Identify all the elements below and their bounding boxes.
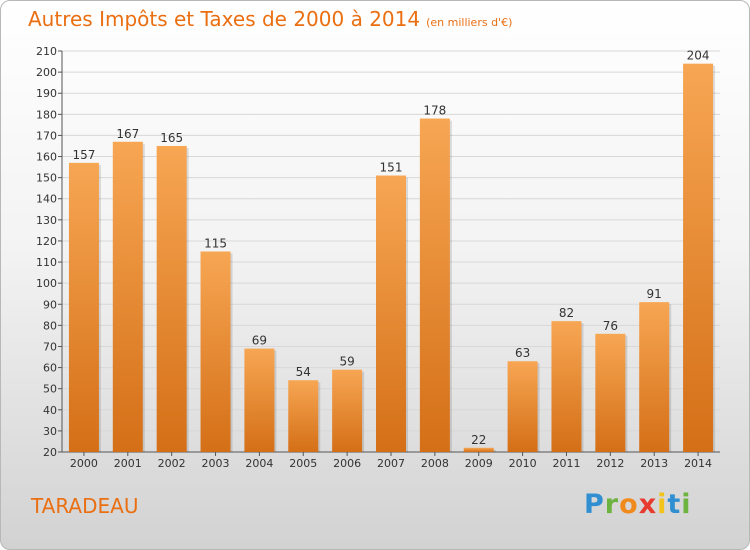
y-tick-label: 120 <box>36 235 57 248</box>
y-tick-label: 170 <box>36 129 57 142</box>
bar <box>200 251 231 452</box>
data-label: 167 <box>116 127 139 141</box>
bar <box>683 63 714 453</box>
data-label: 91 <box>647 287 662 301</box>
proxiti-logo: Proxiti <box>584 489 692 520</box>
bar <box>332 369 363 452</box>
data-label: 69 <box>252 334 267 348</box>
x-tick-label: 2004 <box>245 457 273 470</box>
x-tick-label: 2010 <box>509 457 537 470</box>
logo-letter: i <box>681 489 692 520</box>
y-tick-label: 190 <box>36 87 57 100</box>
data-labels: 157 167 165 115 69 54 59 151 178 22 63 82 76 91 204 <box>72 49 709 447</box>
bar <box>376 175 406 452</box>
data-label: 82 <box>559 306 574 320</box>
data-label: 115 <box>204 237 227 251</box>
chart-title: Autres Impôts et Taxes de 2000 à 2014 (en… <box>28 7 512 31</box>
y-tick-label: 150 <box>36 172 57 185</box>
x-tick-label: 2012 <box>596 457 624 470</box>
logo-letter: r <box>604 489 620 520</box>
y-tick-label: 130 <box>36 214 57 227</box>
y-tick-label: 30 <box>43 425 57 438</box>
x-tick-label: 2014 <box>684 457 712 470</box>
bar <box>112 141 143 452</box>
logo-letter: t <box>667 489 682 520</box>
y-tick-label: 100 <box>36 277 57 290</box>
data-label: 63 <box>515 346 530 360</box>
bar <box>244 348 275 452</box>
bar <box>68 162 99 452</box>
x-tick-label: 2013 <box>640 457 668 470</box>
logo-letter: o <box>619 489 639 520</box>
y-tick-label: 160 <box>36 151 57 164</box>
bar <box>463 447 494 452</box>
y-tick-label: 50 <box>43 383 57 396</box>
data-label: 54 <box>296 365 311 379</box>
unit-note: (en milliers d'€) <box>426 16 513 29</box>
bar <box>419 118 450 453</box>
x-tick-label: 2000 <box>70 457 98 470</box>
logo-letter: x <box>638 489 658 520</box>
y-tick-label: 140 <box>36 193 57 206</box>
logo-letter: P <box>584 489 605 520</box>
data-label: 165 <box>160 131 183 145</box>
y-tick-label: 60 <box>43 362 57 375</box>
x-tick-label: 2001 <box>114 457 142 470</box>
bar <box>551 321 582 452</box>
x-tick-label: 2003 <box>202 457 230 470</box>
x-tick-label: 2011 <box>552 457 580 470</box>
y-tick-label: 200 <box>36 66 57 79</box>
x-tick-label: 2006 <box>333 457 361 470</box>
x-tick-label: 2009 <box>465 457 493 470</box>
y-tick-label: 110 <box>36 256 57 269</box>
bars <box>68 63 716 453</box>
data-label: 157 <box>72 148 95 162</box>
logo-letter: i <box>657 489 668 520</box>
bar <box>507 361 538 452</box>
data-label: 76 <box>603 319 618 333</box>
commune-name: TARADEAU <box>31 494 139 518</box>
chart-title-text: Autres Impôts et Taxes de 2000 à 2014 <box>28 7 421 31</box>
x-tick-label: 2005 <box>289 457 317 470</box>
bar <box>639 302 670 452</box>
x-tick-label: 2008 <box>421 457 449 470</box>
data-label: 204 <box>687 49 710 63</box>
bar <box>595 333 626 452</box>
y-tick-label: 40 <box>43 404 57 417</box>
data-label: 151 <box>380 161 403 175</box>
data-label: 22 <box>471 433 486 447</box>
data-label: 59 <box>339 355 354 369</box>
bar <box>156 145 187 452</box>
bar <box>288 380 319 452</box>
axes: 20 30 40 50 60 70 80 90 100 110 120 130 140 150 160 170… <box>36 45 720 470</box>
x-tick-label: 2002 <box>158 457 186 470</box>
x-tick-label: 2007 <box>377 457 405 470</box>
y-tick-label: 210 <box>36 45 57 58</box>
y-tick-label: 180 <box>36 108 57 121</box>
y-tick-label: 90 <box>43 298 57 311</box>
y-tick-label: 80 <box>43 319 57 332</box>
y-tick-label: 70 <box>43 340 57 353</box>
y-tick-label: 20 <box>43 446 57 459</box>
data-label: 178 <box>423 104 446 118</box>
